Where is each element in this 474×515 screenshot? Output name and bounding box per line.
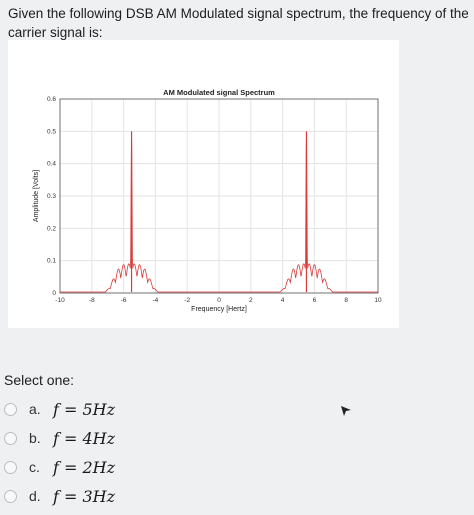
y-axis-label: Amplitude [Volts] xyxy=(33,170,40,222)
spectrum-figure: -10 -8 -6 -4 -2 0 2 4 6 8 10 0 0.1 0.2 0.3 0.4 0.5 0.6 AM … xyxy=(8,40,399,328)
option-a[interactable]: a. f = 5Hz xyxy=(0,396,300,422)
x-tick-label: -8 xyxy=(89,297,95,304)
x-axis-label: Frequency [Hertz] xyxy=(191,306,247,313)
radio-button-d[interactable] xyxy=(4,489,17,503)
x-tick-label: -2 xyxy=(184,297,190,304)
chart-title: AM Modulated signal Spectrum xyxy=(163,88,275,97)
option-c-letter: c. xyxy=(29,459,40,475)
y-tick-label: 0.4 xyxy=(47,161,56,168)
x-tick-label: 8 xyxy=(344,297,348,304)
radio-button-a[interactable] xyxy=(4,402,17,416)
option-b-letter: b. xyxy=(29,430,41,446)
x-tick-label: 6 xyxy=(313,297,317,304)
x-tick-label: 4 xyxy=(281,297,285,304)
y-tick-label: 0 xyxy=(52,290,56,297)
option-d-letter: d. xyxy=(29,488,41,504)
x-tick-label: -6 xyxy=(121,297,127,304)
option-a-letter: a. xyxy=(29,401,41,417)
option-c-value: f = 2Hz xyxy=(53,457,116,477)
y-tick-label: 0.3 xyxy=(47,193,56,200)
x-tick-label: -4 xyxy=(153,297,159,304)
option-c[interactable]: c. f = 2Hz xyxy=(0,454,300,480)
option-b-value: f = 4Hz xyxy=(53,428,116,448)
y-tick-label: 0.5 xyxy=(47,128,56,135)
radio-button-b[interactable] xyxy=(4,431,17,445)
option-b[interactable]: b. f = 4Hz xyxy=(0,425,300,451)
y-tick-label: 0.1 xyxy=(47,258,56,265)
spectrum-chart: -10 -8 -6 -4 -2 0 2 4 6 8 10 0 0.1 0.2 0.3 0.4 0.5 0.6 AM … xyxy=(33,88,382,313)
axes-frame xyxy=(59,98,379,294)
mouse-cursor-icon xyxy=(341,406,351,416)
select-one-label: Select one: xyxy=(4,372,75,388)
radio-button-c[interactable] xyxy=(4,460,17,474)
spectrum-series-line xyxy=(60,140,378,293)
question-text: Given the following DSB AM Modulated sig… xyxy=(8,6,469,40)
x-tick-label: 0 xyxy=(217,297,221,304)
y-tick-label: 0.6 xyxy=(47,96,56,103)
option-a-value: f = 5Hz xyxy=(53,399,116,419)
option-d[interactable]: d. f = 3Hz xyxy=(0,483,300,509)
x-tick-label: 10 xyxy=(374,297,382,304)
x-tick-label: -10 xyxy=(55,297,65,304)
y-tick-label: 0.2 xyxy=(47,225,56,232)
x-tick-label: 2 xyxy=(249,297,253,304)
option-d-value: f = 3Hz xyxy=(53,486,116,506)
